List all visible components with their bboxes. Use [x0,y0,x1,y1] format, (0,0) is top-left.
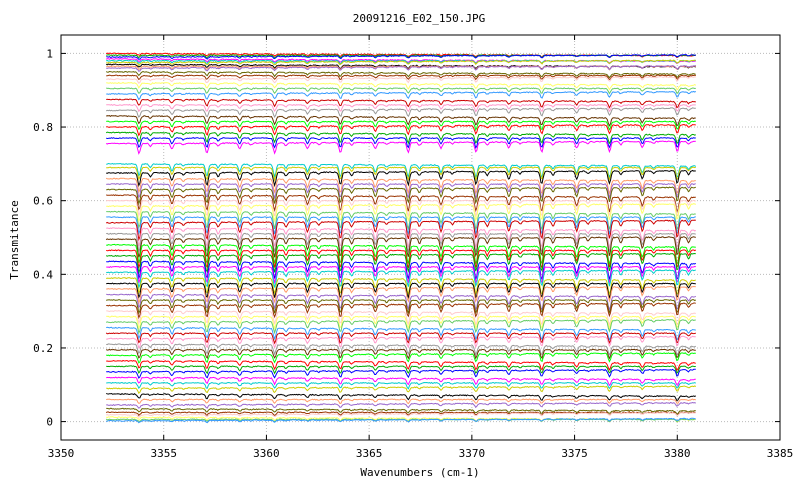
series-line [106,365,696,375]
y-axis-label: Transmitance [8,200,21,279]
y-axis: 0 0.2 0.4 0.6 0.8 1 [33,47,780,429]
series-line [106,277,697,296]
series-line [106,65,696,72]
x-tick-label: 3380 [664,447,691,460]
series-group [105,52,697,424]
series-line [106,74,697,81]
series-line [106,315,696,331]
series-line [106,417,696,424]
plot-frame [60,34,781,441]
y-tick-label: 0 [46,416,53,429]
series-line [105,177,696,196]
series-line [106,186,696,206]
series-line [106,203,696,223]
series-line [106,326,696,342]
series-line [106,194,696,213]
series-line [106,90,697,101]
series-line [106,183,696,201]
series-line [105,411,697,418]
y-tick-label: 1 [46,47,53,60]
series-line [105,140,696,155]
series-line [106,407,696,415]
series-line [105,115,696,127]
series-line [105,319,696,335]
x-tick-label: 3355 [150,447,177,460]
series-line [106,335,696,349]
series-line [105,411,696,417]
series-line [106,243,696,265]
series-line [106,343,697,356]
series-line [105,352,696,364]
series-line [106,385,697,395]
series-line [106,401,696,409]
x-tick-label: 3360 [253,447,280,460]
x-tick-label: 3375 [561,447,588,460]
series-line [106,269,696,289]
series-line [105,131,697,145]
series-line [106,227,696,248]
series-line [106,376,696,387]
x-tick-label: 3385 [767,447,794,460]
x-axis: 3350 3355 3360 3365 3370 3375 3380 3385 [48,35,794,460]
x-tick-label: 3370 [459,447,486,460]
series-line [106,398,697,405]
series-line [106,98,696,109]
series-line [105,252,696,275]
y-tick-label: 0.4 [33,268,53,281]
series-line [106,162,697,179]
series-line [106,87,696,95]
series-line [105,107,696,119]
x-axis-label: Wavenumbers (cm-1) [360,466,479,479]
series-line [106,285,696,305]
series-line [106,166,696,182]
series-line [106,232,696,254]
series-line [105,219,696,242]
series-line [105,348,696,360]
series-line [106,169,696,188]
y-tick-label: 0.8 [33,121,53,134]
x-tick-label: 3365 [356,447,383,460]
series-line [106,293,696,312]
series-line [105,70,696,79]
series-line [106,123,696,137]
series-line [106,75,696,84]
series-line [106,265,696,285]
series-line [106,249,697,269]
y-tick-label: 0.2 [33,342,53,355]
series-line [106,260,697,281]
series-line [105,236,696,258]
series-line [106,282,696,300]
series-line [105,332,696,345]
series-line [106,392,697,402]
series-line [105,199,696,218]
chart-title: 20091216_E02_150.JPG [353,12,485,25]
series-line [106,368,696,379]
series-line [106,310,696,327]
series-line [106,81,697,91]
series-line [106,216,696,236]
series-line [106,359,696,371]
series-line [106,54,697,60]
series-line [106,103,696,113]
series-line [106,302,696,320]
x-tick-label: 3350 [48,447,75,460]
series-line [106,137,696,149]
series-line [106,299,697,315]
series-line [105,59,696,67]
series-line [106,120,696,132]
series-line [106,381,697,390]
series-line [106,210,696,231]
y-tick-label: 0.6 [33,195,53,208]
